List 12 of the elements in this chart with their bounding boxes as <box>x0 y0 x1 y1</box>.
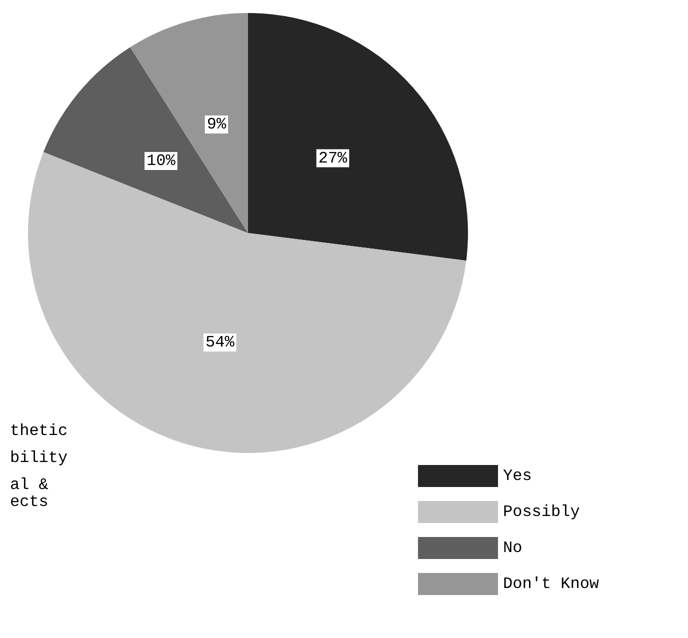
data-label: 27% <box>318 149 348 168</box>
text: al & <box>10 476 49 494</box>
text: bility <box>10 449 68 467</box>
legend-label: Possibly <box>503 503 580 521</box>
legend-label: Don't Know <box>503 575 600 593</box>
legend-label: No <box>503 539 522 557</box>
data-label: 10% <box>146 152 176 170</box>
data-label: 9% <box>206 115 226 134</box>
text: ects <box>10 493 48 511</box>
data-label: 54% <box>205 333 235 352</box>
legend-label: Yes <box>503 467 532 485</box>
text: thetic <box>10 422 68 440</box>
